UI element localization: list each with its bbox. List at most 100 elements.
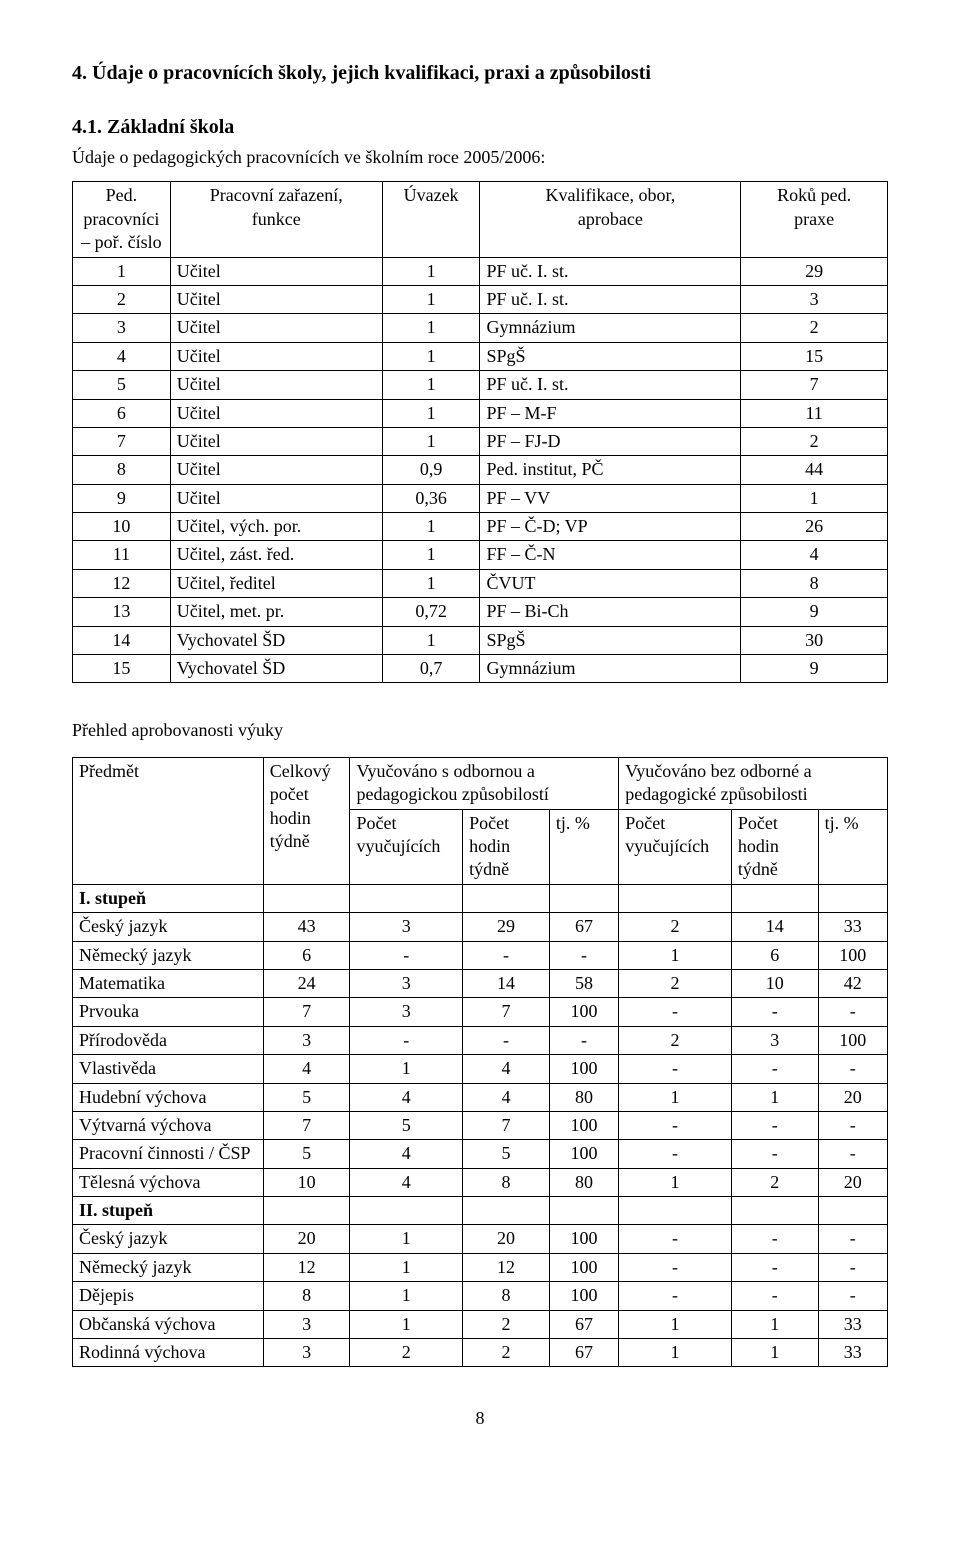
- group-label: I. stupeň: [73, 884, 264, 912]
- table-row: Občanská výchova312671133: [73, 1310, 888, 1338]
- table-cell: 12: [463, 1253, 550, 1281]
- table-cell: 67: [549, 1310, 618, 1338]
- table-cell: SPgŠ: [480, 626, 741, 654]
- hdr-with-teachers: Počet vyučujících: [350, 809, 463, 884]
- table-cell: 1: [619, 1310, 732, 1338]
- table-cell: 8: [463, 1282, 550, 1310]
- table-row: 1Učitel1PF uč. I. st.29: [73, 257, 888, 285]
- table-row: Rodinná výchova322671133: [73, 1339, 888, 1367]
- table-cell: [619, 1197, 732, 1225]
- table-cell: 7: [73, 427, 171, 455]
- table-cell: 8: [73, 456, 171, 484]
- table-cell: 100: [818, 941, 887, 969]
- table-cell: -: [731, 1282, 818, 1310]
- table-row: 8Učitel0,9Ped. institut, PČ44: [73, 456, 888, 484]
- table-cell: FF – Č-N: [480, 541, 741, 569]
- table-row: Vlastivěda414100---: [73, 1055, 888, 1083]
- table-cell: PF – VV: [480, 484, 741, 512]
- table-cell: -: [818, 998, 887, 1026]
- table-cell: -: [818, 1253, 887, 1281]
- table-row: 12Učitel, ředitel1ČVUT8: [73, 569, 888, 597]
- table-row: 9Učitel0,36PF – VV1: [73, 484, 888, 512]
- table-cell: -: [619, 1225, 732, 1253]
- hdr-subject: Předmět: [73, 757, 264, 884]
- table-cell: Gymnázium: [480, 314, 741, 342]
- table-cell: 3: [263, 1339, 350, 1367]
- group-row: II. stupeň: [73, 1197, 888, 1225]
- table-cell: 42: [818, 969, 887, 997]
- table-cell: -: [619, 998, 732, 1026]
- table-row: 7Učitel1PF – FJ-D2: [73, 427, 888, 455]
- table-cell: -: [549, 1026, 618, 1054]
- table-row: Výtvarná výchova757100---: [73, 1111, 888, 1139]
- table-cell: Učitel: [170, 399, 382, 427]
- table-cell: 58: [549, 969, 618, 997]
- table-cell: 9: [73, 484, 171, 512]
- table-cell: -: [350, 941, 463, 969]
- table-cell: -: [350, 1026, 463, 1054]
- table-cell: [350, 1197, 463, 1225]
- table-row: 14Vychovatel ŠD1SPgŠ30: [73, 626, 888, 654]
- table-cell: Učitel: [170, 456, 382, 484]
- table-row: 4Učitel1SPgŠ15: [73, 342, 888, 370]
- table-cell: Český jazyk: [73, 913, 264, 941]
- table-row: Německý jazyk12112100---: [73, 1253, 888, 1281]
- hdr-without-teachers: Počet vyučujících: [619, 809, 732, 884]
- table-cell: 13: [73, 598, 171, 626]
- table-cell: 14: [463, 969, 550, 997]
- table-cell: [549, 1197, 618, 1225]
- table-cell: 30: [741, 626, 888, 654]
- table-cell: 2: [463, 1310, 550, 1338]
- table-cell: [463, 884, 550, 912]
- aprob-table: Předmět Celkový počet hodin týdně Vyučov…: [72, 757, 888, 1368]
- table-cell: 33: [818, 1310, 887, 1338]
- table-cell: 1: [382, 257, 480, 285]
- table-cell: ČVUT: [480, 569, 741, 597]
- table-cell: 2: [619, 913, 732, 941]
- hdr-with-pct: tj. %: [549, 809, 618, 884]
- table-cell: 100: [549, 1140, 618, 1168]
- table-cell: 1: [350, 1282, 463, 1310]
- table-cell: Občanská výchova: [73, 1310, 264, 1338]
- table-cell: [549, 884, 618, 912]
- table-cell: [263, 884, 350, 912]
- table-cell: Přírodověda: [73, 1026, 264, 1054]
- table-cell: -: [619, 1253, 732, 1281]
- table-cell: [263, 1197, 350, 1225]
- hdr-with: Vyučováno s odbornou a pedagogickou způs…: [350, 757, 619, 809]
- table-cell: 100: [549, 1055, 618, 1083]
- table-cell: 67: [549, 913, 618, 941]
- table-cell: Dějepis: [73, 1282, 264, 1310]
- table-cell: -: [619, 1282, 732, 1310]
- table-cell: -: [619, 1055, 732, 1083]
- table-cell: 3: [263, 1026, 350, 1054]
- table-cell: SPgŠ: [480, 342, 741, 370]
- table-cell: 0,9: [382, 456, 480, 484]
- table-cell: Učitel: [170, 427, 382, 455]
- hdr-without-pct: tj. %: [818, 809, 887, 884]
- group-label: II. stupeň: [73, 1197, 264, 1225]
- table-cell: 20: [818, 1168, 887, 1196]
- aprob-table-wrap: Předmět Celkový počet hodin týdně Vyučov…: [72, 757, 888, 1368]
- table-cell: Učitel: [170, 484, 382, 512]
- hdr-total: Celkový počet hodin týdně: [263, 757, 350, 884]
- table-cell: Hudební výchova: [73, 1083, 264, 1111]
- table-cell: 4: [263, 1055, 350, 1083]
- table-cell: -: [818, 1111, 887, 1139]
- table-cell: 12: [263, 1253, 350, 1281]
- table-cell: -: [731, 1253, 818, 1281]
- table-cell: 1: [619, 1339, 732, 1367]
- table-row: Tělesná výchova1048801220: [73, 1168, 888, 1196]
- table-cell: 80: [549, 1168, 618, 1196]
- table-cell: Ped. institut, PČ: [480, 456, 741, 484]
- table-cell: 1: [382, 285, 480, 313]
- table-cell: 14: [731, 913, 818, 941]
- table-cell: 3: [731, 1026, 818, 1054]
- aprob-title: Přehled aprobovanosti výuky: [72, 719, 888, 742]
- hdr-years: Roků ped. praxe: [741, 182, 888, 257]
- table-cell: Učitel: [170, 371, 382, 399]
- table-cell: [731, 1197, 818, 1225]
- table-cell: Německý jazyk: [73, 1253, 264, 1281]
- table-cell: -: [731, 1140, 818, 1168]
- table-cell: Vychovatel ŠD: [170, 626, 382, 654]
